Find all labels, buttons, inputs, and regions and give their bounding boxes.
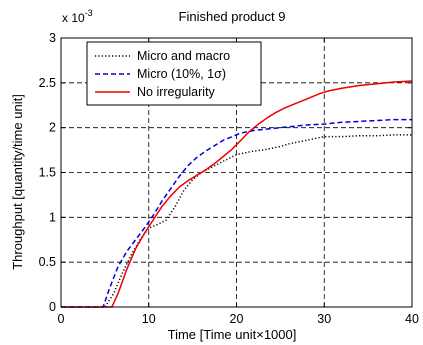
x-tick-label: 0: [58, 312, 65, 326]
y-tick-label: 3: [49, 31, 56, 45]
legend-label-no-irregularity: No irregularity: [137, 85, 216, 99]
y-tick-label: 0: [49, 300, 56, 314]
series-group: [61, 80, 413, 308]
y-tick-label: 2.5: [39, 76, 56, 90]
legend: Micro and macro Micro (10%, 1σ) No irreg…: [86, 41, 262, 106]
x-tick-label: 40: [405, 312, 419, 326]
y-axis-label: Throughput [quantity/time unit]: [10, 94, 25, 270]
x-tick-label: 30: [317, 312, 331, 326]
series-line-1: [61, 118, 412, 308]
y-tick-label: 1: [49, 210, 56, 224]
y-tick-label: 1.5: [39, 166, 56, 180]
y-tick-label: 2: [49, 121, 56, 135]
axis-ticks: 0 10 20 30 40 0 0.5 1 1.5 2 2.5 3: [39, 31, 419, 326]
chart-title: Finished product 9: [179, 9, 286, 24]
x-tick-label: 20: [230, 312, 244, 326]
legend-label-micro: Micro (10%, 1σ): [137, 67, 226, 81]
y-tick-label: 0.5: [39, 255, 56, 269]
y-axis-exponent: x 10-3: [62, 8, 93, 25]
x-axis-label: Time [Time unit×1000]: [168, 327, 297, 342]
legend-label-micro-and-macro: Micro and macro: [137, 49, 230, 63]
series-line-0: [61, 134, 412, 308]
series-line-2: [61, 80, 413, 308]
x-tick-label: 10: [142, 312, 156, 326]
